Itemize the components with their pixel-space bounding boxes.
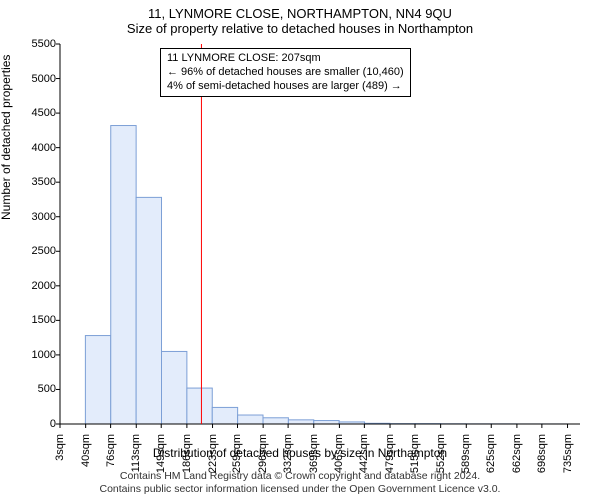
x-axis-label: Distribution of detached houses by size … bbox=[0, 446, 600, 460]
y-tick-label: 4500 bbox=[32, 107, 56, 119]
histogram-svg bbox=[60, 44, 580, 424]
y-tick-label: 1000 bbox=[32, 349, 56, 361]
y-tick-label: 3000 bbox=[32, 211, 56, 223]
y-tick-label: 500 bbox=[38, 383, 56, 395]
y-axis-label: Number of detached properties bbox=[0, 55, 13, 220]
annotation-line3: 4% of semi-detached houses are larger (4… bbox=[167, 80, 404, 94]
y-tick-label: 2000 bbox=[32, 280, 56, 292]
annotation-box: 11 LYNMORE CLOSE: 207sqm ← 96% of detach… bbox=[160, 48, 411, 97]
y-tick-label: 2500 bbox=[32, 245, 56, 257]
y-tick-label: 5500 bbox=[32, 38, 56, 50]
y-tick-label: 5000 bbox=[32, 73, 56, 85]
chart-supertitle: 11, LYNMORE CLOSE, NORTHAMPTON, NN4 9QU bbox=[0, 0, 600, 21]
footer-line2: Contains public sector information licen… bbox=[0, 483, 600, 496]
y-tick-label: 3500 bbox=[32, 176, 56, 188]
chart-title: Size of property relative to detached ho… bbox=[0, 21, 600, 40]
footer-line1: Contains HM Land Registry data © Crown c… bbox=[0, 470, 600, 483]
footer-attribution: Contains HM Land Registry data © Crown c… bbox=[0, 470, 600, 496]
y-tick-label: 1500 bbox=[32, 314, 56, 326]
annotation-line1: 11 LYNMORE CLOSE: 207sqm bbox=[167, 52, 404, 66]
annotation-line2: ← 96% of detached houses are smaller (10… bbox=[167, 66, 404, 80]
y-tick-label: 0 bbox=[50, 418, 56, 430]
y-tick-label: 4000 bbox=[32, 142, 56, 154]
plot-area: 0500100015002000250030003500400045005000… bbox=[60, 44, 580, 424]
